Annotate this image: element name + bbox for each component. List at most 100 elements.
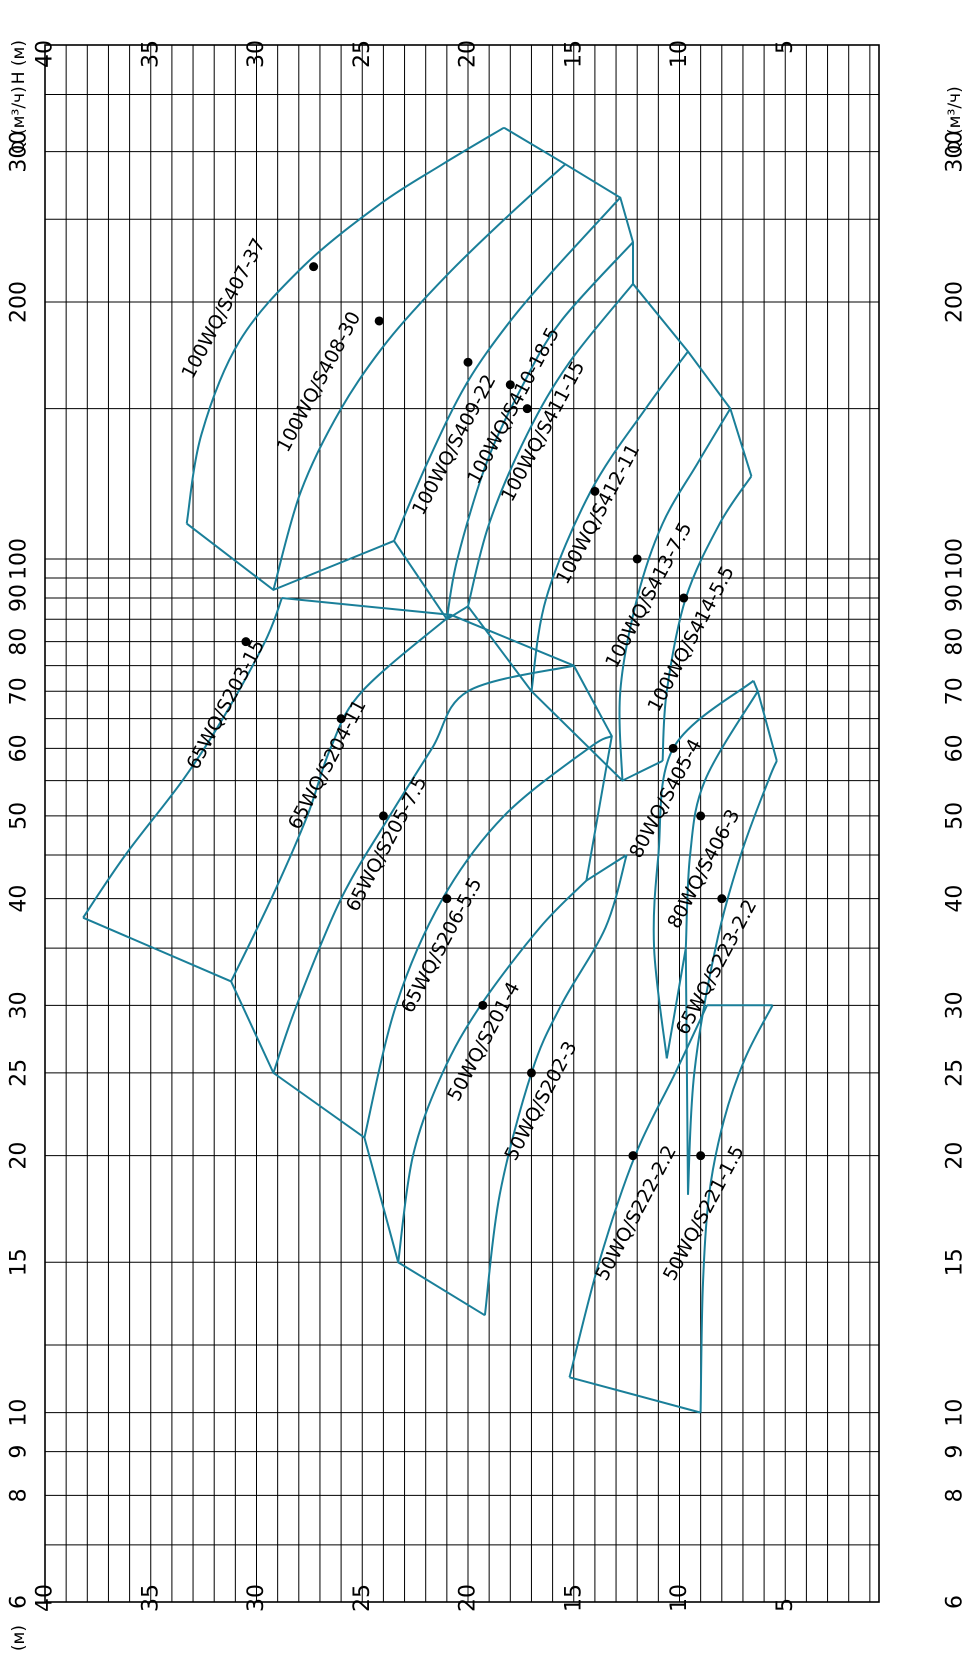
- flow-tick-label-right: 20: [943, 1142, 968, 1170]
- performance-curve: [618, 408, 732, 781]
- flow-axis-title-right: Q (м³/ч): [945, 86, 965, 153]
- head-tick-label-top: 30: [244, 40, 269, 68]
- flow-tick-label-left: 25: [7, 1059, 32, 1087]
- operating-point: [632, 554, 642, 564]
- plot-frame: [44, 44, 880, 1603]
- flow-tick-label-left: 200: [7, 281, 32, 323]
- head-tick-label-top: 10: [667, 40, 692, 68]
- performance-curve: [467, 283, 634, 607]
- flow-tick-label-right: 50: [943, 802, 968, 830]
- performance-curve: [230, 614, 452, 982]
- performance-curve: [483, 854, 628, 1316]
- performance-curve: [445, 241, 634, 620]
- operating-point: [696, 1151, 706, 1161]
- curve-label: 65WQ/S205-7.5: [342, 773, 432, 916]
- head-tick-label-bottom: 40: [33, 1584, 58, 1612]
- curve-label: 100WQ/S412-11: [552, 440, 645, 588]
- curve-label: 50WQ/S202-3: [500, 1038, 581, 1165]
- envelope-line: [281, 597, 628, 883]
- operating-point: [309, 262, 319, 272]
- flow-tick-label-left: 15: [7, 1248, 32, 1276]
- flow-tick-label-right: 8: [943, 1488, 968, 1502]
- operating-point: [505, 380, 515, 390]
- flow-tick-label-left: 50: [7, 802, 32, 830]
- flow-tick-label-left: 60: [7, 734, 32, 762]
- curve-label: 65WQ/S206-5.5: [397, 874, 487, 1017]
- flow-tick-label-right: 30: [943, 991, 968, 1019]
- flow-tick-label-right: 60: [943, 734, 968, 762]
- performance-curve: [687, 760, 778, 1195]
- flow-tick-label-right: 10: [943, 1399, 968, 1427]
- operating-point: [478, 1000, 488, 1010]
- curve-label: 100WQ/S408-30: [273, 308, 366, 456]
- performance-curve: [272, 163, 566, 591]
- head-tick-label-top: 5: [773, 40, 798, 54]
- operating-point: [378, 811, 388, 821]
- head-tick-label-bottom: 15: [561, 1584, 586, 1612]
- performance-curve: [699, 1004, 774, 1413]
- envelope-line: [752, 680, 778, 762]
- envelope-line: [665, 948, 689, 1195]
- flow-tick-label-left: 9: [7, 1445, 32, 1459]
- envelope-line: [569, 1376, 701, 1414]
- operating-point: [696, 811, 706, 821]
- head-axis-title-top: H (м): [9, 40, 29, 84]
- flow-tick-label-right: 6: [943, 1595, 968, 1609]
- grid: [44, 44, 880, 1603]
- operating-point: [526, 1068, 536, 1078]
- operating-point: [374, 316, 384, 326]
- head-tick-label-top: 40: [33, 40, 58, 68]
- flow-tick-label-right: 80: [943, 628, 968, 656]
- performance-curve: [684, 690, 759, 949]
- ticks: 6 6 8 8 9 9 10 10 15 15 20 20 25 25 30 30 40 40 50 50 60 60 70…: [7, 40, 968, 1656]
- head-tick-label-top: 15: [561, 40, 586, 68]
- head-tick-label-bottom: 35: [138, 1584, 163, 1612]
- curve-label: 65WQ/S204-11: [284, 696, 371, 833]
- flow-tick-label-right: 300: [943, 131, 968, 173]
- labels: 100WQ/S407-37 100WQ/S408-30 100WQ/S409-221…: [177, 235, 761, 1285]
- head-axis-title-bottom: H (м): [9, 1625, 29, 1656]
- head-tick-label-bottom: 30: [244, 1584, 269, 1612]
- head-tick-label-bottom: 5: [773, 1598, 798, 1612]
- flow-tick-label-left: 6: [7, 1595, 32, 1609]
- operating-point: [717, 894, 727, 904]
- flow-tick-label-left: 30: [7, 991, 32, 1019]
- head-tick-label-bottom: 25: [350, 1584, 375, 1612]
- operating-point: [241, 637, 251, 647]
- envelope-line: [82, 916, 486, 1317]
- curves: [82, 126, 778, 1414]
- performance-curve: [652, 679, 755, 1059]
- flow-tick-label-right: 90: [943, 584, 968, 612]
- performance-curve: [272, 664, 575, 1074]
- flow-tick-label-left: 300: [7, 131, 32, 173]
- performance-curve: [82, 597, 283, 919]
- envelope-line: [503, 126, 753, 477]
- head-tick-label-bottom: 20: [456, 1584, 481, 1612]
- performance-curve: [185, 126, 505, 524]
- flow-tick-label-left: 70: [7, 677, 32, 705]
- operating-point: [522, 404, 532, 414]
- flow-tick-label-left: 80: [7, 628, 32, 656]
- flow-tick-label-right: 15: [943, 1248, 968, 1276]
- performance-curve: [397, 879, 588, 1263]
- operating-point: [590, 486, 600, 496]
- operating-point: [679, 593, 689, 603]
- flow-tick-label-left: 40: [7, 885, 32, 913]
- head-tick-label-top: 25: [350, 40, 375, 68]
- operating-point: [442, 894, 452, 904]
- operating-point: [336, 714, 346, 724]
- flow-tick-label-left: 100: [7, 538, 32, 580]
- operating-point: [668, 743, 678, 753]
- flow-tick-label-right: 40: [943, 885, 968, 913]
- flow-tick-label-left: 90: [7, 584, 32, 612]
- operating-point: [628, 1151, 638, 1161]
- flow-tick-label-right: 25: [943, 1059, 968, 1087]
- flow-tick-label-right: 9: [943, 1445, 968, 1459]
- flow-tick-label-left: 8: [7, 1488, 32, 1502]
- head-tick-label-top: 20: [456, 40, 481, 68]
- flow-axis-title-left: Q (м³/ч): [9, 86, 29, 153]
- flow-tick-label-right: 200: [943, 281, 968, 323]
- flow-tick-label-left: 20: [7, 1142, 32, 1170]
- flow-tick-label-left: 10: [7, 1399, 32, 1427]
